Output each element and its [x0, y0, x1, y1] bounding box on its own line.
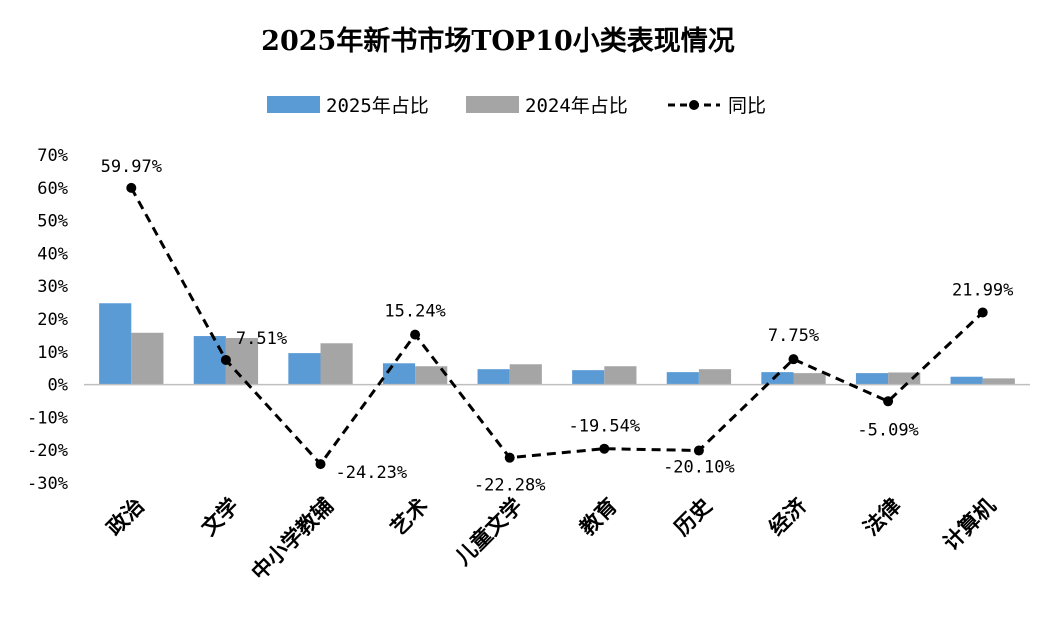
- category-label: 经济: [764, 492, 812, 540]
- y-tick-label: 10%: [37, 343, 68, 363]
- yoy-point: [977, 307, 988, 318]
- yoy-point: [220, 354, 231, 365]
- yoy-data-label: -5.09%: [857, 420, 918, 440]
- y-axis-ticks: 70% 60% 50% 40% 30% 20% 10% 0% -10% -20% -30%: [27, 146, 68, 494]
- yoy-data-label: 15.24%: [384, 302, 445, 322]
- legend-marker-yoy: [689, 100, 699, 110]
- bar-2025: [666, 372, 699, 385]
- bar-2024: [698, 369, 732, 385]
- category-labels: 政治 文学 中小学教辅 艺术 儿童文学 教育 历史 经济 法律 计算机: [101, 492, 1000, 585]
- y-tick-label: 40%: [37, 244, 68, 264]
- bar-2025: [288, 353, 321, 385]
- chart-title: 2025年新书市场TOP10小类表现情况: [261, 25, 735, 57]
- bar-2025: [572, 370, 605, 385]
- yoy-point: [883, 396, 894, 407]
- yoy-line: [129, 187, 984, 467]
- bar-2024: [604, 366, 637, 385]
- yoy-data-label: -19.54%: [568, 417, 640, 437]
- bar-2024: [982, 378, 1015, 385]
- bar-2025: [193, 336, 226, 385]
- yoy-data-label: 7.51%: [236, 329, 287, 349]
- category-label: 艺术: [385, 493, 432, 540]
- yoy-line-series: [126, 182, 988, 470]
- yoy-point: [315, 459, 326, 470]
- bar-2025: [382, 363, 416, 385]
- bar-2025: [761, 372, 794, 385]
- bar-series: [99, 303, 1015, 385]
- legend-label-yoy: 同比: [728, 95, 766, 117]
- yoy-data-label: 59.97%: [101, 157, 162, 177]
- yoy-point: [126, 182, 137, 193]
- bar-2025: [950, 376, 983, 385]
- yoy-point: [693, 445, 704, 456]
- category-label: 中小学教辅: [246, 493, 338, 585]
- bar-2025: [477, 369, 510, 385]
- yoy-data-label: -22.28%: [474, 476, 546, 496]
- category-label: 政治: [101, 493, 148, 540]
- bar-2024: [509, 364, 542, 385]
- y-tick-label: 0%: [48, 376, 68, 396]
- yoy-data-label: -20.10%: [663, 458, 735, 478]
- legend-swatch-2025: [267, 96, 320, 113]
- y-tick-label: 50%: [37, 212, 68, 232]
- bar-2025: [99, 303, 132, 385]
- legend-swatch-2024: [466, 96, 519, 113]
- yoy-data-label: -24.23%: [336, 463, 408, 483]
- bar-2024: [888, 372, 921, 385]
- legend-item-2025: 2025年占比: [267, 95, 429, 117]
- yoy-point: [410, 329, 421, 340]
- category-label: 教育: [574, 493, 621, 540]
- yoy-point: [504, 452, 515, 463]
- bar-2024: [793, 373, 826, 385]
- category-label: 儿童文学: [450, 493, 527, 570]
- bar-2024: [225, 338, 259, 385]
- y-tick-label: -30%: [27, 474, 68, 494]
- y-tick-label: 70%: [37, 146, 68, 166]
- bar-2024: [415, 366, 448, 385]
- bar-2024: [320, 343, 353, 385]
- yoy-point: [788, 354, 799, 365]
- y-tick-label: -20%: [27, 441, 68, 461]
- legend: 2025年占比 2024年占比 同比: [267, 95, 766, 117]
- yoy-data-label: 21.99%: [952, 280, 1013, 300]
- bar-2024: [131, 332, 164, 385]
- legend-label-2025: 2025年占比: [326, 95, 429, 117]
- yoy-data-labels: 59.97% 7.51% -24.23% 15.24% -22.28% -19.54% -2…: [101, 157, 1014, 496]
- yoy-data-label: 7.75%: [768, 326, 819, 346]
- legend-item-yoy: 同比: [668, 95, 766, 117]
- legend-item-2024: 2024年占比: [466, 95, 628, 117]
- y-tick-label: 30%: [37, 277, 68, 297]
- bar-2025: [855, 373, 889, 385]
- y-tick-label: 60%: [37, 179, 68, 199]
- category-label: 计算机: [938, 493, 1000, 555]
- yoy-point: [599, 443, 610, 454]
- category-label: 历史: [669, 492, 717, 540]
- category-label: 法律: [858, 493, 905, 540]
- category-label: 文学: [196, 493, 243, 540]
- y-tick-label: 20%: [37, 310, 68, 330]
- y-tick-label: -10%: [27, 408, 68, 428]
- legend-label-2024: 2024年占比: [525, 95, 628, 117]
